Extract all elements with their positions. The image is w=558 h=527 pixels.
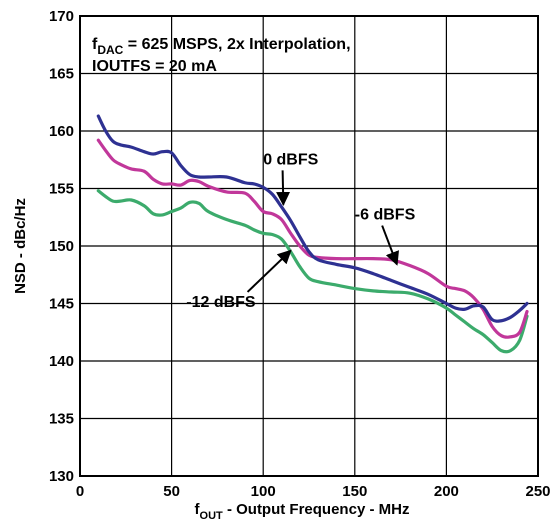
series-minus12dbfs-line: [96, 189, 529, 354]
annotation-minus12dbfs-arrow: [246, 249, 292, 293]
x-tick-label: 200: [434, 483, 459, 500]
y-tick-label: 140: [49, 353, 74, 370]
series-minus6dbfs-line: [96, 138, 529, 339]
title-rest: = 625 MSPS, 2x Interpolation,: [123, 36, 350, 53]
x-tick-label: 50: [163, 483, 180, 500]
annotation-0dbfs-arrow: [276, 170, 291, 206]
x-tick-label: 250: [525, 483, 550, 500]
y-tick-label: 145: [49, 296, 74, 313]
title-f: f: [92, 36, 98, 53]
title-sub: DAC: [97, 43, 123, 57]
x-axis-label: fOUT - Output Frequency - MHz: [195, 501, 410, 522]
chart-title-line2: IOUTFS = 20 mA: [92, 58, 217, 75]
y-tick-label: 165: [49, 66, 74, 83]
xlabel-sub: OUT: [200, 510, 224, 522]
annotation-minus6dbfs-arrow: [381, 225, 399, 266]
series-0dbfs-line: [96, 114, 529, 323]
y-tick-label: 135: [49, 411, 74, 428]
tick-labels: 0 50 100 150 200 250 130 135 140 145 150 155 160 165 1…: [49, 8, 551, 500]
y-axis-label: NSD - dBc/Hz: [12, 198, 29, 294]
y-tick-label: 130: [49, 468, 74, 485]
annotation-minus12dbfs-label: -12 dBFS: [186, 294, 256, 311]
xlabel-f: f: [195, 501, 201, 518]
y-tick-label: 150: [49, 238, 74, 255]
annotations: 0 dBFS -6 dBFS -12 dBFS: [186, 151, 415, 311]
x-tick-label: 150: [342, 483, 367, 500]
annotation-minus6dbfs-label: -6 dBFS: [355, 207, 416, 224]
plot-frame: [79, 15, 539, 477]
y-tick-label: 160: [49, 123, 74, 140]
annotation-0dbfs-label: 0 dBFS: [263, 151, 318, 168]
xlabel-rest: - Output Frequency - MHz: [223, 501, 410, 518]
grid-lines: [80, 16, 538, 476]
chart-title-line1: fDAC = 625 MSPS, 2x Interpolation,: [92, 36, 351, 57]
y-tick-label: 170: [49, 8, 74, 25]
x-tick-label: 0: [76, 483, 84, 500]
x-tick-label: 100: [251, 483, 276, 500]
y-tick-label: 155: [49, 181, 74, 198]
